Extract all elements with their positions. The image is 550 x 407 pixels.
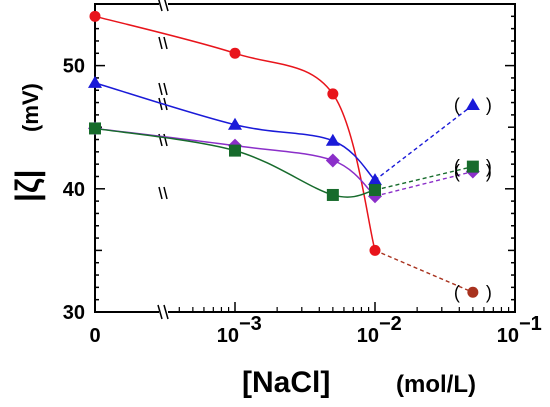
data-series: ()()()() [88, 10, 492, 302]
plot-axes [94, 0, 516, 321]
series-circle: () [89, 10, 492, 302]
data-point [228, 117, 242, 130]
x-tick-exponent: −1 [519, 313, 542, 335]
x-tick-label: 10 [497, 325, 519, 347]
y-axis-title: |ζ| [9, 169, 45, 202]
series-square: () [89, 122, 492, 201]
x-tick-label: 10 [217, 325, 239, 347]
series-triangle: () [88, 75, 492, 186]
data-point [369, 184, 381, 197]
data-point [467, 286, 479, 298]
axis-break-mark [158, 82, 168, 96]
paren-open: ( [454, 157, 460, 177]
data-point [229, 144, 241, 157]
axis-break-mask [159, 0, 168, 13]
paren-close: ) [486, 95, 492, 115]
paren-open: ( [454, 162, 460, 182]
series-diamond: () [88, 121, 492, 204]
axis-break-mark [157, 304, 169, 320]
paren-open: ( [454, 282, 460, 302]
x-tick-label: 10 [357, 325, 379, 347]
y-tick-label: 40 [63, 179, 85, 201]
axis-titles: [NaCl] (mol/L) |ζ| (mV) [9, 83, 476, 399]
paren-close: ) [486, 157, 492, 177]
data-point [368, 173, 382, 186]
series-dashed-line [374, 165, 474, 191]
data-point [325, 133, 340, 146]
x-tick-exponent: −2 [379, 313, 402, 335]
paren-close: ) [486, 162, 492, 182]
series-dashed-line [374, 170, 474, 197]
axis-break-mark [158, 36, 168, 50]
data-point [369, 244, 381, 256]
data-point [229, 47, 241, 59]
axis-break-mark [158, 186, 168, 200]
y-tick-label: 30 [63, 302, 85, 324]
data-point [466, 160, 479, 173]
y-tick-label: 50 [63, 56, 85, 78]
x-axis-title: [NaCl] [242, 366, 330, 399]
series-dashed-line [374, 249, 474, 293]
data-point [327, 88, 339, 100]
axis-break-mark [158, 0, 169, 12]
data-point [465, 98, 480, 111]
x-axis-unit: (mol/L) [396, 371, 476, 398]
paren-open: ( [454, 95, 460, 115]
series-line [94, 82, 376, 181]
data-point [325, 153, 340, 168]
data-point [326, 188, 339, 201]
x-tick-label: 0 [89, 325, 100, 347]
plot-frame [94, 3, 516, 313]
paren-close: ) [486, 282, 492, 302]
series-line [94, 127, 376, 198]
y-axis-unit: (mV) [18, 83, 43, 132]
x-tick-exponent: −3 [239, 313, 262, 335]
axis-break-mask [159, 303, 168, 321]
data-point [89, 10, 101, 22]
data-point [88, 75, 102, 88]
data-point [89, 122, 101, 135]
